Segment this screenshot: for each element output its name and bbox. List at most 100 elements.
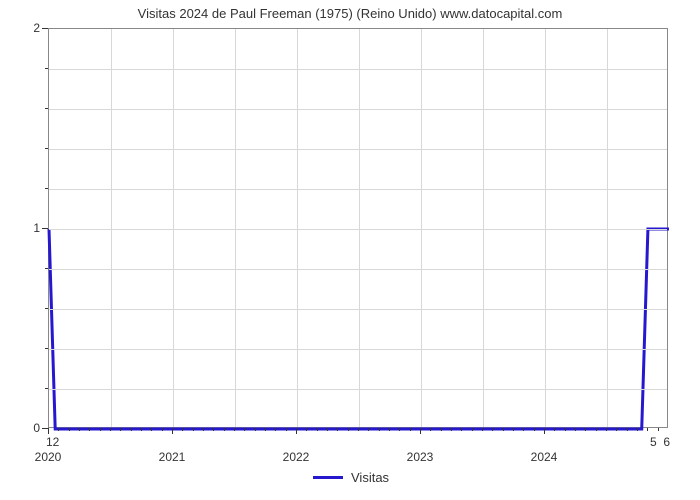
- x-tick-minor: [162, 428, 163, 431]
- x-tick-minor: [203, 428, 204, 431]
- x-tick-minor: [482, 428, 483, 431]
- y-tick-minor: [45, 108, 48, 109]
- x-tick-minor: [461, 428, 462, 431]
- grid-line-v: [111, 29, 112, 427]
- x-tick-minor: [89, 428, 90, 431]
- x-axis-label: 2020: [23, 450, 73, 464]
- x-tick-minor: [596, 428, 597, 431]
- x-tick-minor: [513, 428, 514, 431]
- x-tick-minor: [637, 428, 638, 431]
- x-tick-minor: [120, 428, 121, 431]
- grid-line-h: [49, 389, 667, 390]
- grid-line-h: [49, 109, 667, 110]
- x-tick-minor: [100, 428, 101, 431]
- grid-line-v: [173, 29, 174, 427]
- x-axis-label: 2023: [395, 450, 445, 464]
- x-tick-minor: [616, 428, 617, 431]
- y-tick-major: [42, 228, 48, 229]
- x-tick-minor: [348, 428, 349, 431]
- x-tick-minor: [565, 428, 566, 431]
- x-tick-minor: [244, 428, 245, 431]
- grid-line-h: [49, 229, 667, 230]
- grid-line-v: [297, 29, 298, 427]
- x-tick-major: [544, 428, 545, 434]
- y-tick-minor: [45, 348, 48, 349]
- x-tick-major: [172, 428, 173, 434]
- grid-line-v: [421, 29, 422, 427]
- x-tick-minor: [441, 428, 442, 431]
- grid-line-h: [49, 269, 667, 270]
- legend-swatch: [313, 476, 343, 479]
- x-tick-minor: [234, 428, 235, 431]
- x-tick-minor: [627, 428, 628, 431]
- x-tick-minor: [492, 428, 493, 431]
- grid-line-h: [49, 309, 667, 310]
- x-tick-minor: [193, 428, 194, 431]
- x-tick-minor: [647, 428, 648, 431]
- grid-line-v: [359, 29, 360, 427]
- x-tick-minor: [410, 428, 411, 431]
- y-tick-minor: [45, 268, 48, 269]
- x-tick-minor: [337, 428, 338, 431]
- x-tick-minor: [327, 428, 328, 431]
- y-tick-minor: [45, 148, 48, 149]
- y-tick-minor: [45, 188, 48, 189]
- x-tick-minor: [358, 428, 359, 431]
- x-tick-minor: [151, 428, 152, 431]
- legend: Visitas: [313, 470, 389, 485]
- x-tick-minor: [575, 428, 576, 431]
- x-tick-minor: [451, 428, 452, 431]
- x-tick-minor: [110, 428, 111, 431]
- x-tick-minor: [430, 428, 431, 431]
- x-tick-minor: [658, 428, 659, 431]
- grid-line-h: [49, 189, 667, 190]
- y-tick-minor: [45, 68, 48, 69]
- grid-line-h: [49, 149, 667, 150]
- x-tick-minor: [69, 428, 70, 431]
- x-axis-label: 2021: [147, 450, 197, 464]
- x-tick-minor: [182, 428, 183, 431]
- x-tick-minor: [399, 428, 400, 431]
- x-tick-minor: [255, 428, 256, 431]
- x-tick-minor: [79, 428, 80, 431]
- y-tick-minor: [45, 308, 48, 309]
- grid-line-h: [49, 69, 667, 70]
- y-axis-label: 0: [20, 421, 40, 435]
- x-tick-minor: [265, 428, 266, 431]
- plot-area: [48, 28, 668, 428]
- x-tick-minor: [585, 428, 586, 431]
- y-axis-label: 2: [20, 21, 40, 35]
- under-label-left: 12: [46, 435, 59, 449]
- x-tick-minor: [286, 428, 287, 431]
- x-tick-minor: [534, 428, 535, 431]
- x-tick-minor: [379, 428, 380, 431]
- x-axis-label: 2022: [271, 450, 321, 464]
- y-axis-label: 1: [20, 221, 40, 235]
- x-tick-minor: [306, 428, 307, 431]
- x-tick-minor: [554, 428, 555, 431]
- chart-container: Visitas 2024 de Paul Freeman (1975) (Rei…: [0, 0, 700, 500]
- x-tick-minor: [58, 428, 59, 431]
- grid-line-v: [607, 29, 608, 427]
- x-tick-minor: [523, 428, 524, 431]
- x-tick-major: [48, 428, 49, 434]
- x-axis-label: 2024: [519, 450, 569, 464]
- x-tick-minor: [275, 428, 276, 431]
- grid-line-v: [483, 29, 484, 427]
- x-tick-minor: [368, 428, 369, 431]
- x-tick-minor: [389, 428, 390, 431]
- legend-label: Visitas: [351, 470, 389, 485]
- grid-line-h: [49, 349, 667, 350]
- x-tick-major: [420, 428, 421, 434]
- under-label-right: 5 6: [650, 435, 670, 449]
- x-tick-minor: [503, 428, 504, 431]
- chart-title: Visitas 2024 de Paul Freeman (1975) (Rei…: [0, 6, 700, 21]
- x-tick-minor: [131, 428, 132, 431]
- x-tick-major: [296, 428, 297, 434]
- x-tick-minor: [472, 428, 473, 431]
- y-tick-minor: [45, 388, 48, 389]
- x-tick-minor: [606, 428, 607, 431]
- grid-line-v: [545, 29, 546, 427]
- grid-line-v: [235, 29, 236, 427]
- x-tick-minor: [213, 428, 214, 431]
